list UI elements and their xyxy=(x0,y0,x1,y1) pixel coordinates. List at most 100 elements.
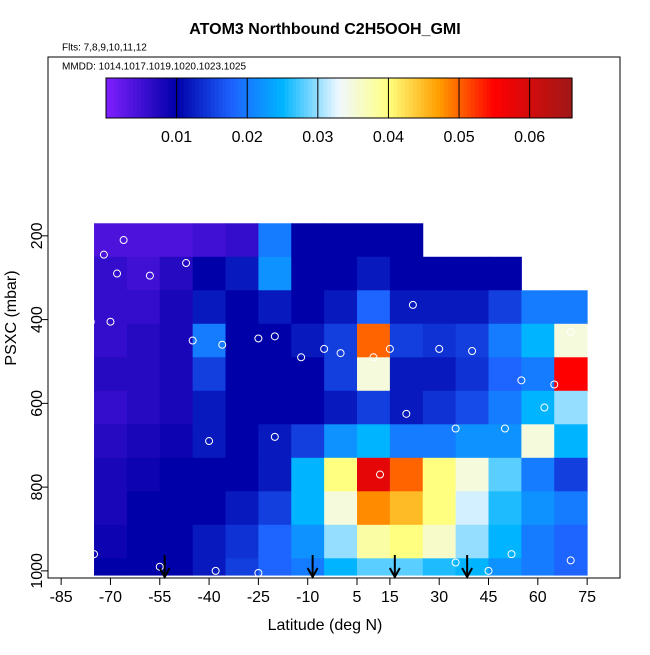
colorbar-swatch xyxy=(568,78,573,118)
heat-cell xyxy=(422,256,457,291)
colorbar-swatch xyxy=(269,78,274,118)
x-tick-label: 15 xyxy=(381,589,399,606)
sample-point xyxy=(484,566,493,575)
heat-cell xyxy=(521,491,555,526)
heat-cell xyxy=(192,424,227,459)
heat-cell xyxy=(554,491,588,526)
heat-cell xyxy=(225,424,259,459)
heat-cell xyxy=(521,524,555,559)
heat-cell xyxy=(389,390,424,425)
sample-point xyxy=(451,424,460,433)
colorbar-swatch xyxy=(175,78,181,118)
colorbar-swatch xyxy=(172,78,177,118)
sample-point xyxy=(119,236,128,245)
sample-point xyxy=(211,566,220,575)
colorbar-swatch xyxy=(210,78,216,118)
colorbar-swatch xyxy=(424,78,429,118)
colorbar-tick-label: 0.03 xyxy=(302,129,333,146)
colorbar-swatch xyxy=(156,78,161,118)
colorbar-swatch xyxy=(152,78,158,118)
heat-cell xyxy=(422,357,457,392)
y-axis-label: PSXC (mbar) xyxy=(3,270,20,365)
colorbar-swatch xyxy=(471,78,476,118)
heat-cell xyxy=(159,491,194,526)
heat-cell xyxy=(159,256,194,291)
colorbar-swatch xyxy=(106,78,111,118)
heat-cell xyxy=(455,424,490,459)
sample-point xyxy=(73,315,82,324)
heat-cell xyxy=(389,491,424,526)
heat-cell xyxy=(291,491,325,526)
colorbar-swatch xyxy=(405,78,410,118)
heat-cell xyxy=(357,457,391,492)
heat-cell xyxy=(422,491,457,526)
y-tick-label: 1000 xyxy=(29,553,46,589)
colorbar-swatch xyxy=(206,78,212,118)
heat-cell xyxy=(126,223,161,258)
colorbar-swatch xyxy=(140,78,146,118)
chart-title: ATOM3 Northbound C2H5OOH_GMI xyxy=(189,21,460,38)
heat-cell xyxy=(291,290,325,325)
sample-point xyxy=(376,470,385,479)
x-tick-label: -85 xyxy=(50,589,73,606)
heat-cell xyxy=(258,491,292,526)
arrow-head xyxy=(388,567,401,580)
colorbar-swatch xyxy=(253,78,259,118)
arrow-head xyxy=(461,567,474,580)
sample-point xyxy=(468,347,477,356)
arrow xyxy=(158,555,171,580)
colorbar-swatch xyxy=(505,78,511,118)
heat-cell xyxy=(357,424,391,459)
sample-point xyxy=(369,353,378,362)
heat-cell xyxy=(258,558,292,576)
heat-cell xyxy=(126,357,161,392)
colorbar-swatch xyxy=(366,78,371,118)
sample-point xyxy=(99,250,108,259)
heat-cell xyxy=(192,223,227,258)
colorbar-tick-label: 0.01 xyxy=(161,129,192,146)
colorbar-swatch xyxy=(335,78,340,118)
sample-point xyxy=(336,349,345,358)
heat-cell xyxy=(521,357,555,392)
subtitle: Flts: 7,8,9,10,11,12 xyxy=(62,43,147,54)
colorbar-swatch xyxy=(304,78,309,118)
colorbar-swatch xyxy=(358,78,363,118)
heat-cell xyxy=(554,457,588,492)
heat-cell xyxy=(126,457,161,492)
colorbar-swatch xyxy=(439,78,445,118)
colorbar-swatch xyxy=(300,78,305,118)
colorbar-swatch xyxy=(373,78,379,118)
heat-cell xyxy=(159,524,194,559)
colorbar-tick-label: 0.04 xyxy=(373,129,404,146)
colorbar-swatch xyxy=(529,78,534,118)
heat-cell xyxy=(192,323,227,358)
colorbar-swatch xyxy=(490,78,495,118)
heat-cell xyxy=(521,290,555,325)
heat-cell xyxy=(422,390,457,425)
heat-cell xyxy=(159,357,194,392)
heat-cell xyxy=(94,223,128,258)
heat-cell xyxy=(389,223,424,258)
colorbar-swatch xyxy=(109,78,115,118)
colorbar-swatch xyxy=(203,78,208,118)
colorbar-swatch xyxy=(288,78,293,118)
colorbar-swatch xyxy=(408,78,414,118)
colorbar-swatch xyxy=(241,78,247,118)
sample-point xyxy=(113,269,122,278)
heat-cell xyxy=(94,357,128,392)
heat-cell xyxy=(94,256,128,291)
colorbar-swatch xyxy=(280,78,286,118)
colorbar-swatch xyxy=(463,78,468,118)
heat-cell xyxy=(455,357,490,392)
heat-cell xyxy=(94,457,128,492)
colorbar-swatch xyxy=(537,78,542,118)
sample-point xyxy=(320,344,329,353)
arrow xyxy=(306,555,319,580)
heat-cell xyxy=(488,424,522,459)
heat-cell xyxy=(554,390,588,425)
heat-cell xyxy=(291,323,325,358)
sample-point xyxy=(254,334,263,343)
heat-cell xyxy=(324,491,358,526)
heat-cell xyxy=(488,491,522,526)
